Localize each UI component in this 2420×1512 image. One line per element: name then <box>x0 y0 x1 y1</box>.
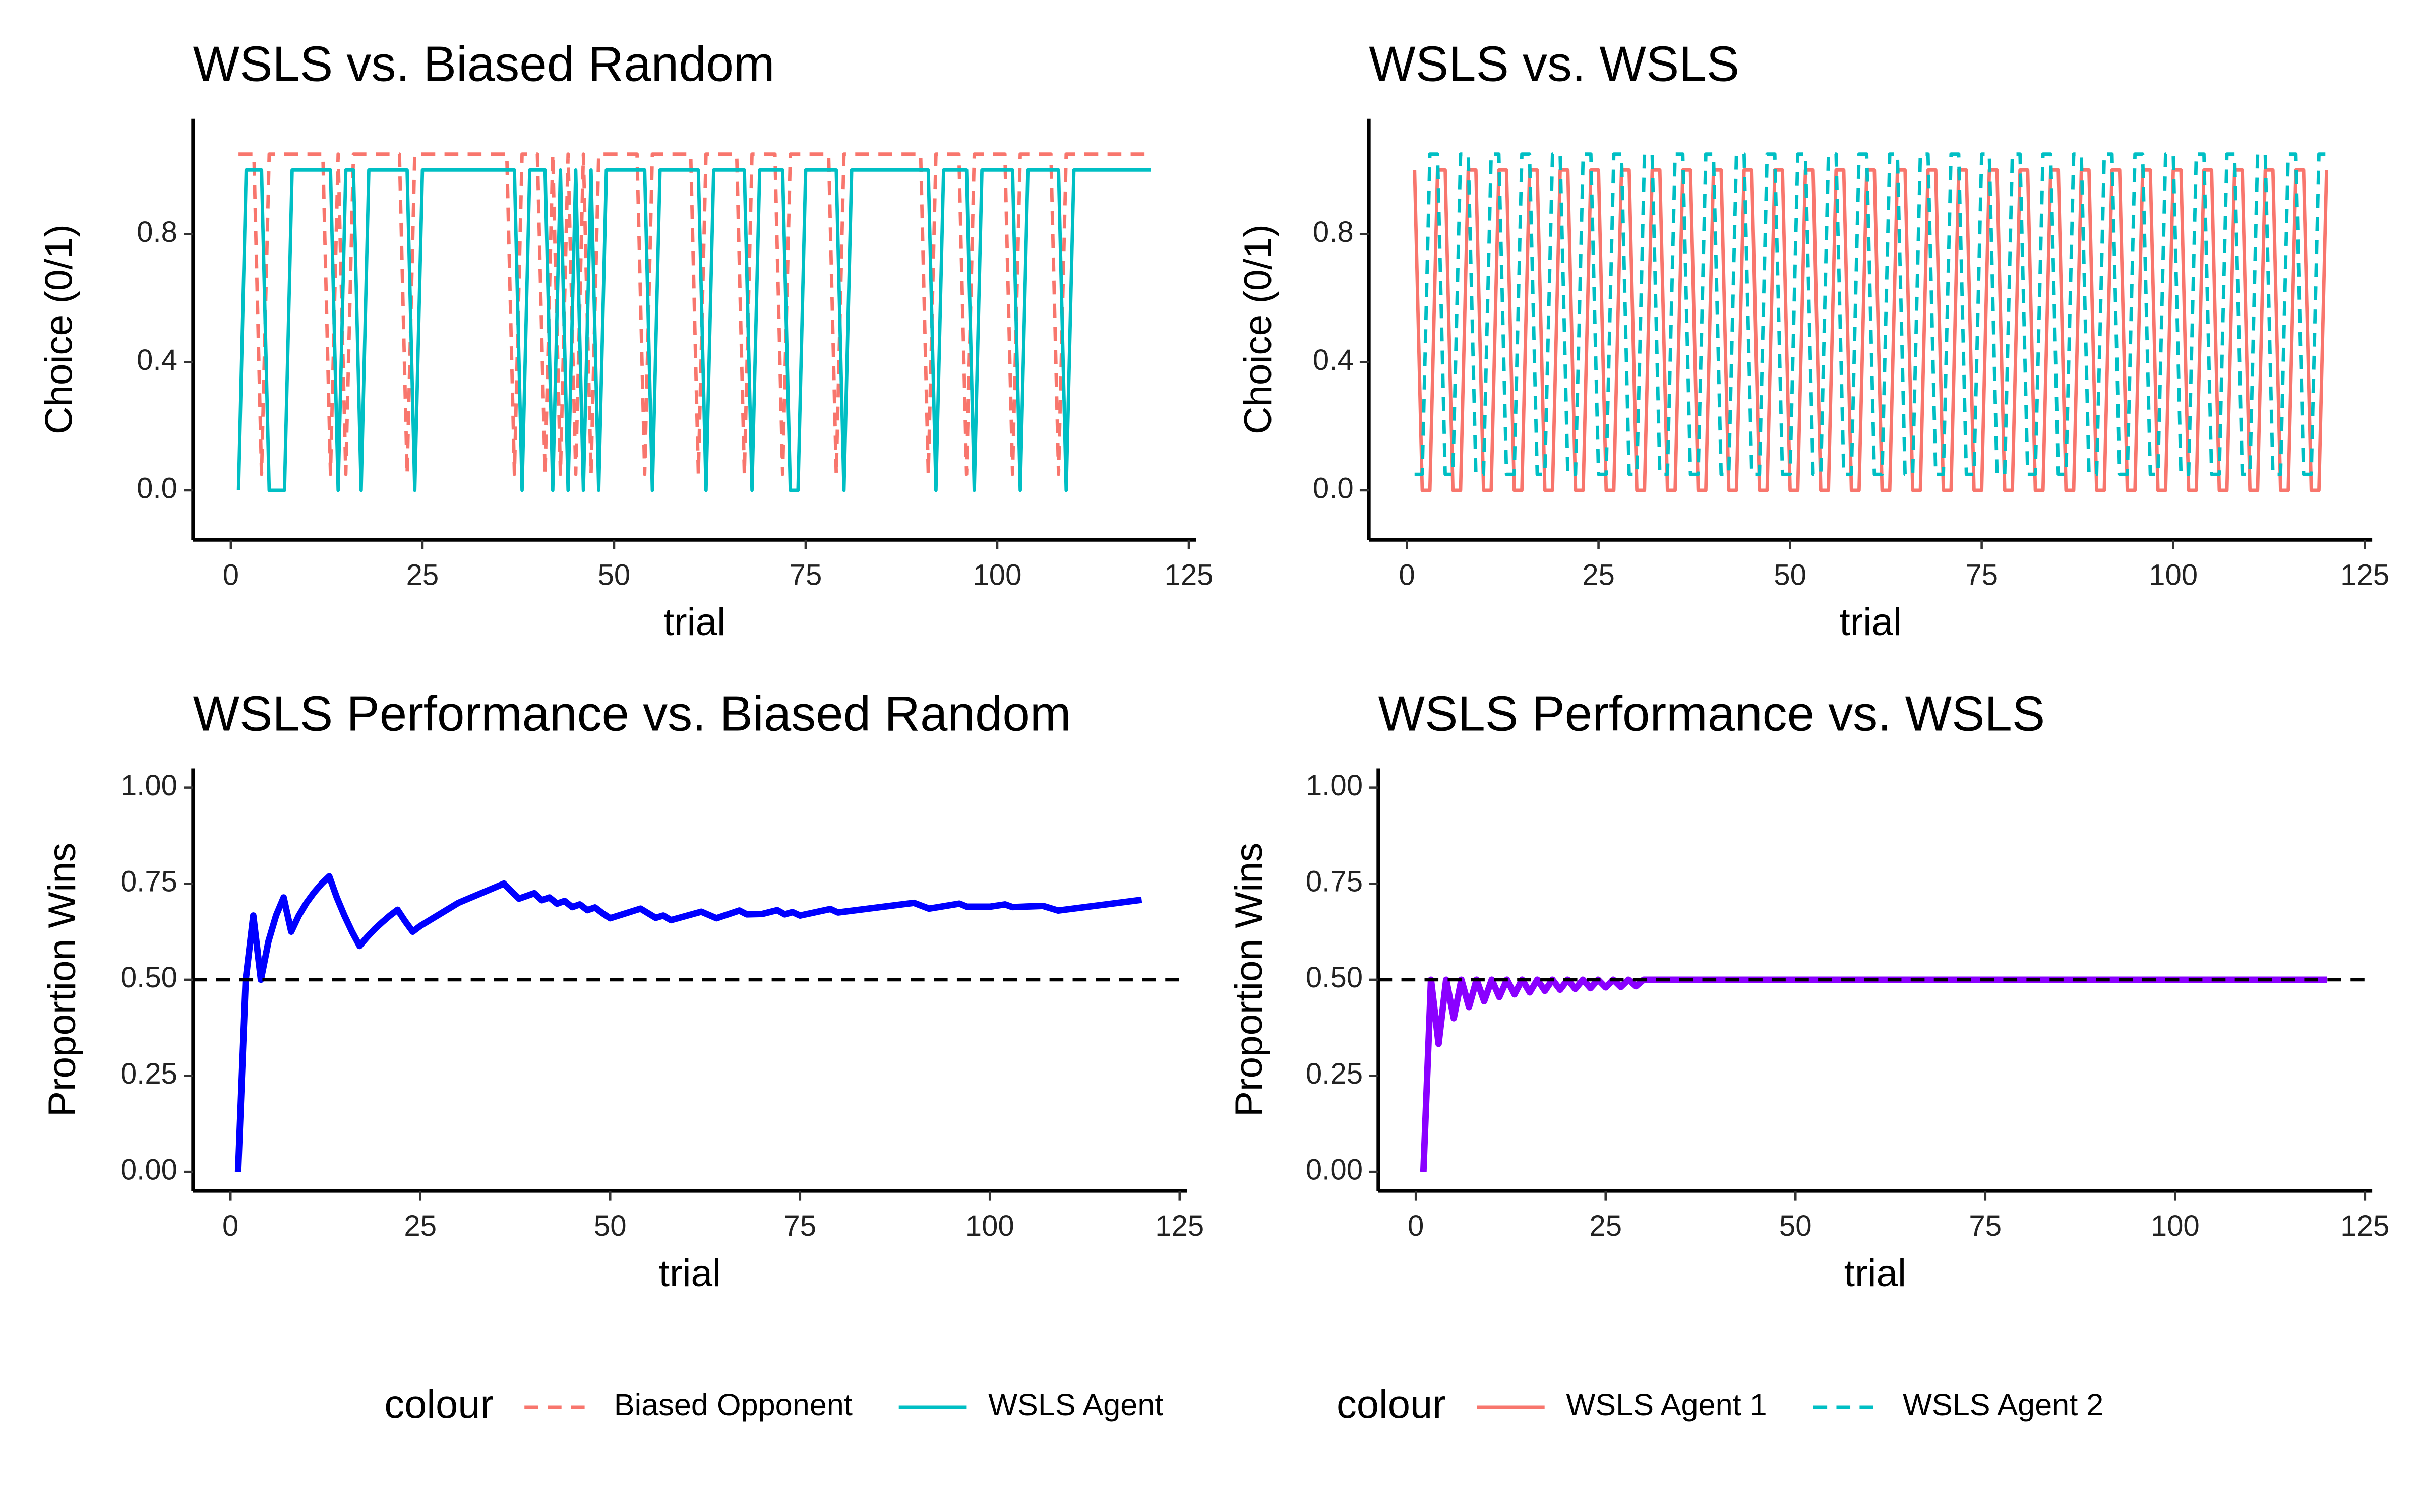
y-axis-label: Choice (0/1) <box>1237 224 1280 434</box>
x-tick-label: 25 <box>1589 1210 1622 1242</box>
x-tick-label: 50 <box>598 558 631 591</box>
y-tick-label: 0.50 <box>1306 961 1363 994</box>
legend-label: Biased Opponent <box>614 1388 853 1422</box>
panel-title: WSLS vs. WSLS <box>1369 36 1739 92</box>
y-tick-label: 0.25 <box>1306 1057 1363 1090</box>
y-tick-label: 0.0 <box>137 472 177 505</box>
y-tick-label: 0.25 <box>120 1057 177 1090</box>
x-tick-label: 0 <box>1408 1210 1424 1242</box>
x-tick-label: 0 <box>223 558 239 591</box>
y-tick-label: 0.75 <box>1306 865 1363 898</box>
x-tick-label: 50 <box>1779 1210 1812 1242</box>
x-axis-label: trial <box>659 1252 721 1295</box>
x-axis-label: trial <box>1844 1252 1906 1295</box>
y-tick-label: 0.4 <box>137 344 177 376</box>
x-tick-label: 75 <box>1965 558 1998 591</box>
y-tick-label: 0.75 <box>120 865 177 898</box>
legend-label: WSLS Agent 2 <box>1903 1388 2103 1422</box>
x-tick-label: 0 <box>222 1210 238 1242</box>
x-tick-label: 125 <box>1164 558 1213 591</box>
y-axis-label: Proportion Wins <box>1228 843 1270 1117</box>
series-line <box>1414 152 2327 476</box>
legend-title: colour <box>384 1381 494 1426</box>
x-tick-label: 50 <box>1774 558 1806 591</box>
legend-title: colour <box>1337 1381 1446 1426</box>
legend-label: WSLS Agent <box>988 1388 1163 1422</box>
x-tick-label: 25 <box>404 1210 437 1242</box>
y-tick-label: 0.00 <box>1306 1153 1363 1186</box>
x-tick-label: 50 <box>594 1210 627 1242</box>
y-tick-label: 0.8 <box>137 216 177 248</box>
x-tick-label: 125 <box>2340 1210 2389 1242</box>
series-line <box>234 873 1142 1172</box>
panel-title: WSLS Performance vs. Biased Random <box>193 685 1071 741</box>
x-tick-label: 100 <box>965 1210 1014 1242</box>
y-axis-label: Proportion Wins <box>41 843 84 1117</box>
legend-label: WSLS Agent 1 <box>1566 1388 1767 1422</box>
x-tick-label: 75 <box>790 558 822 591</box>
x-tick-label: 100 <box>2151 1210 2200 1242</box>
x-tick-label: 100 <box>2149 558 2198 591</box>
series-line <box>236 168 1151 492</box>
x-tick-label: 125 <box>2340 558 2389 591</box>
x-tick-label: 75 <box>1969 1210 2002 1242</box>
y-tick-label: 0.0 <box>1313 472 1354 505</box>
y-tick-label: 1.00 <box>1306 769 1363 802</box>
y-tick-label: 0.4 <box>1313 344 1354 376</box>
y-axis-label: Choice (0/1) <box>38 224 81 434</box>
y-tick-label: 0.50 <box>120 961 177 994</box>
y-tick-label: 0.00 <box>120 1153 177 1186</box>
x-tick-label: 25 <box>1582 558 1615 591</box>
x-tick-label: 125 <box>1155 1210 1204 1242</box>
panel-title: WSLS Performance vs. WSLS <box>1378 685 2045 741</box>
y-tick-label: 0.8 <box>1313 216 1354 248</box>
x-axis-label: trial <box>663 601 725 644</box>
panel-title: WSLS vs. Biased Random <box>193 36 775 92</box>
x-axis-label: trial <box>1840 601 1902 644</box>
x-tick-label: 100 <box>973 558 1021 591</box>
y-tick-label: 1.00 <box>120 769 177 802</box>
x-tick-label: 25 <box>406 558 439 591</box>
x-tick-label: 0 <box>1399 558 1415 591</box>
x-tick-label: 75 <box>783 1210 816 1242</box>
